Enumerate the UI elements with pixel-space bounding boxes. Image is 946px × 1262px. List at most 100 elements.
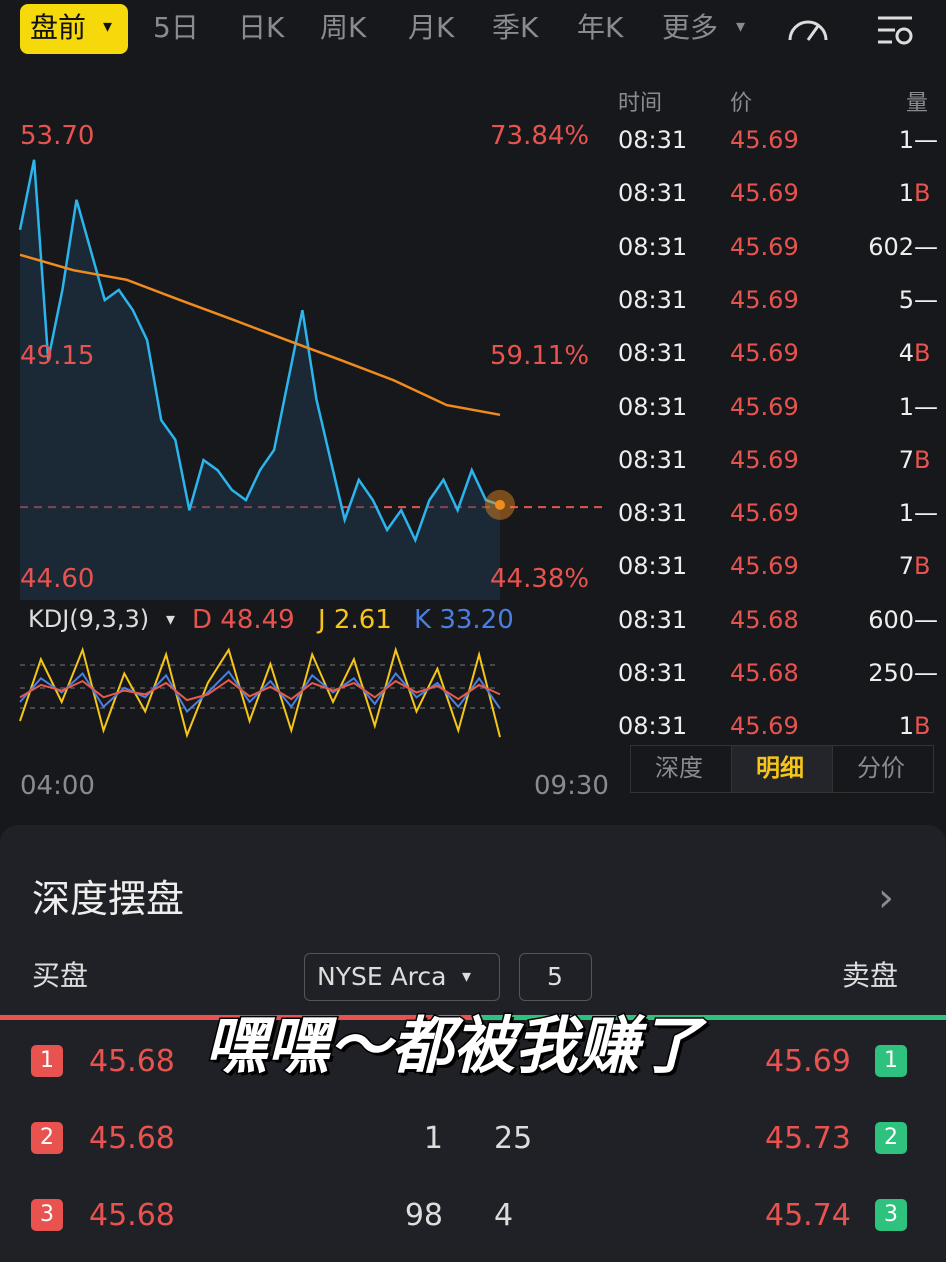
depth-title: 深度摆盘 (32, 877, 185, 921)
tab[interactable]: 年K (577, 11, 624, 44)
buy-label: 买盘 (32, 959, 89, 992)
trade-side: B (914, 445, 931, 474)
kdj-title: KDJ(9,3,3) (28, 605, 150, 633)
settings-icon[interactable] (878, 16, 913, 45)
tab[interactable]: 5日 (153, 11, 199, 44)
trade-price: 45.68 (730, 659, 799, 687)
ask-price: 45.69 (765, 1044, 851, 1079)
area (20, 159, 500, 601)
tab[interactable]: 季K (492, 11, 539, 44)
level-badge: 2 (31, 1122, 63, 1154)
trade-side: — (914, 392, 938, 421)
trade-side: B (914, 179, 931, 208)
exchange-select[interactable] (304, 953, 500, 1001)
depth-panel (0, 825, 946, 1262)
gauge-icon[interactable] (788, 20, 828, 41)
ask-qty: 4 (494, 1198, 514, 1233)
tab-button[interactable] (832, 745, 934, 793)
trade-side: — (914, 605, 938, 634)
bid-price: 45.68 (89, 1198, 175, 1233)
trade-time: 08:31 (618, 339, 688, 368)
exchange-arrow: ▾ (462, 966, 472, 987)
y-tick-label: 44.60 (20, 564, 95, 594)
trade-side: — (914, 285, 938, 314)
trade-side: B (914, 339, 931, 368)
trade-vol: 7 (898, 445, 914, 474)
pct-label: 44.38% (490, 564, 590, 594)
gauge-needle (806, 25, 820, 41)
trade-price: 45.69 (730, 126, 799, 154)
kdj-arrow: ▾ (166, 609, 176, 630)
trade-price: 45.69 (730, 712, 799, 741)
trade-vol: 1 (898, 179, 914, 208)
ask-price: 45.74 (765, 1198, 851, 1233)
trade-side: B (914, 552, 931, 581)
trade-vol: 1 (898, 499, 914, 528)
ask-qty: 25 (494, 1121, 533, 1156)
exchange: NYSE Arca (317, 962, 447, 991)
trade-side: — (914, 499, 938, 528)
tab[interactable]: 日K (238, 11, 285, 44)
kdj-d: D 48.49 (192, 605, 295, 635)
trade-time: 08:31 (618, 499, 688, 528)
trade-side: — (914, 659, 938, 687)
trade-time: 08:31 (618, 392, 688, 421)
caption: 嘿嘿～都被我赚了 (203, 1009, 702, 1082)
line-avg (19, 253, 501, 417)
tab-label: 盘前 (30, 11, 87, 44)
active-tab[interactable] (20, 4, 128, 54)
y-tick-label: 53.70 (20, 121, 95, 151)
level-badge: 3 (31, 1199, 63, 1231)
tab[interactable]: 更多 (662, 11, 719, 44)
trade-time: 08:31 (618, 712, 688, 741)
trade-price: 45.69 (730, 232, 799, 261)
trade-price: 45.69 (730, 445, 799, 474)
trade-time: 08:31 (618, 552, 688, 581)
trade-price: 45.68 (730, 605, 799, 634)
level-badge: 3 (875, 1199, 907, 1231)
trade-vol: 7 (898, 552, 914, 581)
trade-price: 45.69 (730, 552, 799, 581)
level-badge: 1 (31, 1045, 63, 1077)
kdj-j: J 2.61 (318, 605, 392, 635)
kdj-D (19, 678, 501, 702)
trade-side: — (914, 126, 938, 154)
tab[interactable]: 月K (408, 11, 455, 44)
trade-vol: 1 (898, 392, 914, 421)
trade-vol: 4 (898, 339, 914, 368)
line-price (18, 159, 501, 544)
trade-time: 08:31 (618, 232, 688, 261)
trade-vol: 5 (898, 285, 914, 314)
trade-time: 08:31 (618, 659, 688, 687)
level-badge: 2 (875, 1122, 907, 1154)
trade-side: B (914, 712, 931, 741)
pct-label: 73.84% (490, 121, 590, 151)
trade-side: — (914, 232, 938, 261)
bid-price: 45.68 (89, 1121, 175, 1156)
levels-select[interactable] (519, 953, 592, 1001)
trade-vol: 250 (868, 659, 914, 687)
tab-label[interactable]: 分价 (857, 754, 905, 782)
trade-price: 45.69 (730, 285, 799, 314)
trade-time: 08:31 (618, 605, 688, 634)
last-dot (495, 499, 505, 510)
tab-label[interactable]: 深度 (655, 754, 703, 782)
pct-label: 59.11% (490, 341, 590, 371)
tab[interactable]: 周K (320, 11, 367, 44)
trade-time: 08:31 (618, 179, 688, 208)
tab-label[interactable]: 明细 (756, 754, 804, 782)
depth-arrow[interactable]: › (878, 875, 894, 921)
trade-time: 08:31 (618, 285, 688, 314)
y-tick-label: 49.15 (20, 341, 95, 371)
header: 价 (730, 91, 753, 116)
header: 时间 (618, 91, 663, 116)
ask-price: 45.73 (765, 1121, 851, 1156)
bid-qty: 98 (404, 1198, 443, 1233)
trade-price: 45.69 (730, 499, 799, 528)
levels: 5 (547, 962, 563, 991)
tab-button[interactable] (731, 745, 833, 793)
trade-vol: 1 (898, 126, 914, 154)
bid-qty: 1 (423, 1121, 443, 1156)
more-arrow: ▾ (736, 16, 746, 37)
